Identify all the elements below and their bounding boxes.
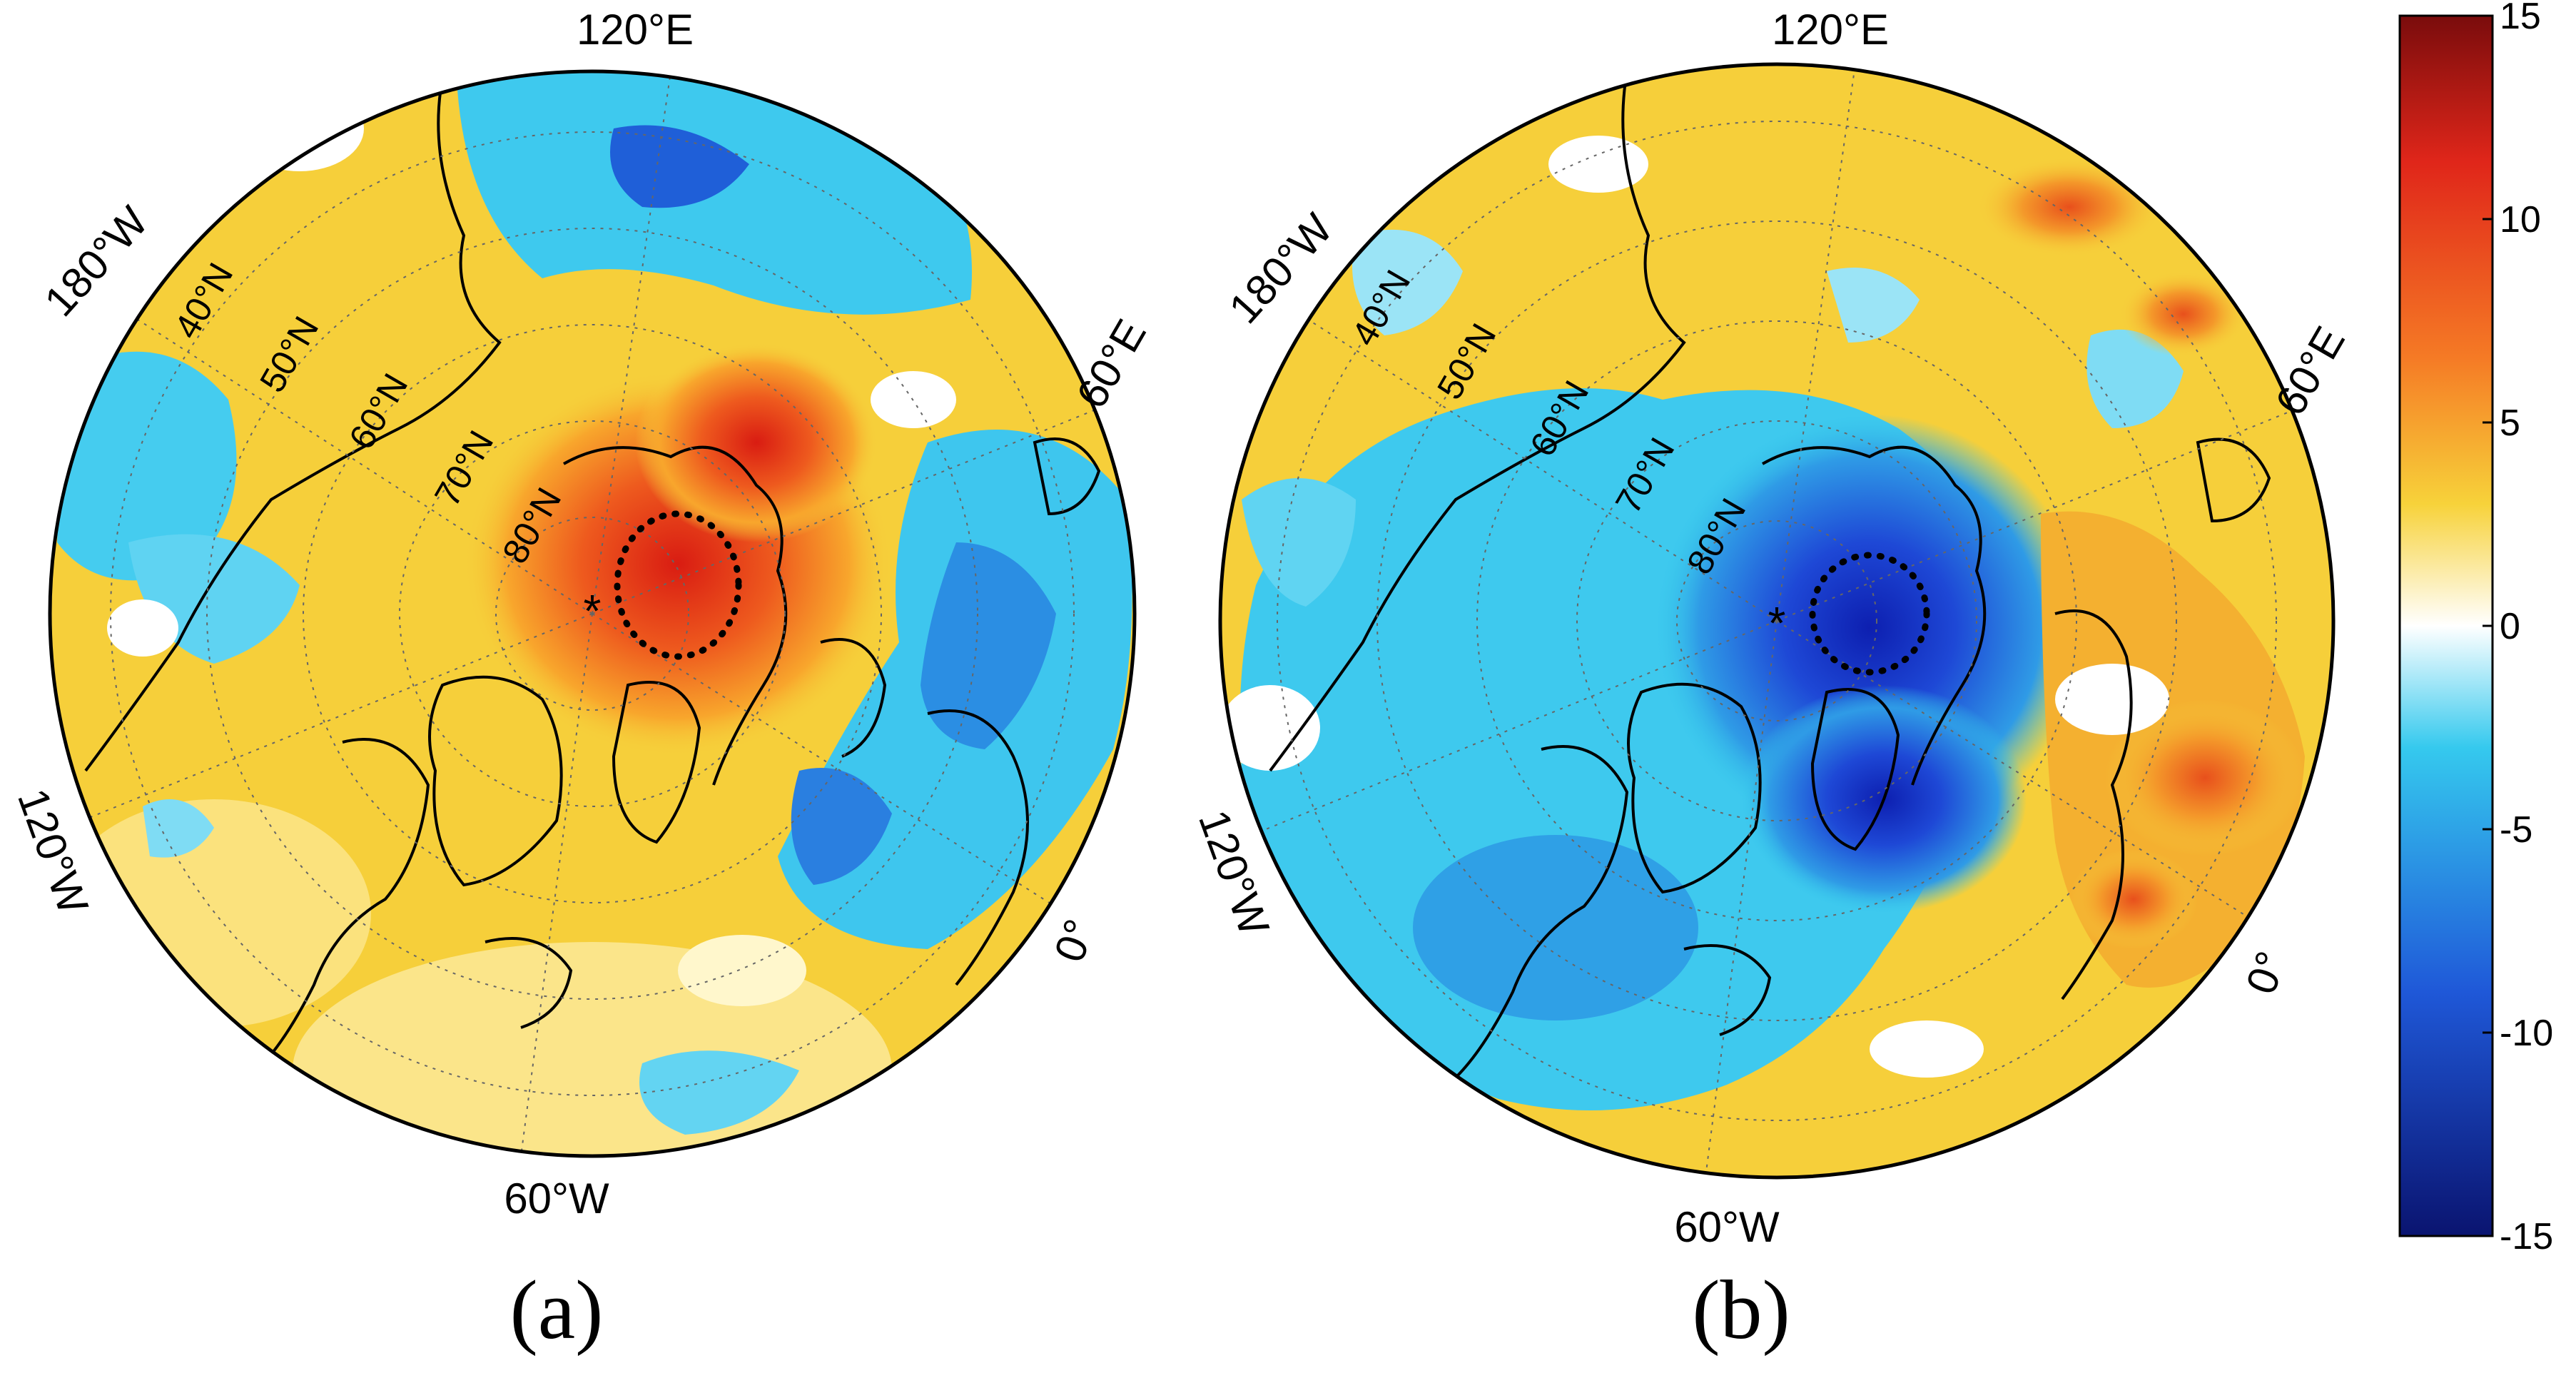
panel-a-lon-bottom: 60°W: [504, 1175, 609, 1222]
panel-a-label: (a): [510, 1263, 604, 1357]
colorbar-tick-label: -10: [2500, 1013, 2553, 1054]
panel-a-dotted-ellipse: [614, 510, 742, 660]
panel-b-lon-upper-right: 60°E: [2266, 318, 2354, 423]
panel-a-coastlines: [84, 78, 1101, 1072]
panel-b-coastlines: [1269, 71, 2271, 1079]
panel-b-dotted-ellipse: [1809, 552, 1930, 676]
panel-a-lon-upper-right: 60°E: [1068, 311, 1155, 416]
panel-a-pole-marker: *: [584, 585, 602, 637]
panel-b-lon-bottom: 60°W: [1674, 1203, 1780, 1251]
colorbar-tick-label: -5: [2500, 809, 2532, 851]
panel-b-lon-right: 0°: [2236, 946, 2296, 1000]
panel-a-lon-top: 120°E: [577, 6, 694, 54]
panel-b: * 120°E 180°W 60°E 120°W 60°W 0° 40°N 50…: [1190, 6, 2354, 1357]
colorbar-tick-label: 5: [2500, 402, 2520, 444]
panel-b-pole-marker: *: [1768, 597, 1786, 649]
panel-b-lon-top: 120°E: [1772, 6, 1889, 54]
panel-b-map-field: [1220, 64, 2333, 1177]
colorbar-tick-label: 10: [2500, 199, 2541, 240]
colorbar-ticks: 15 10 5 0 -5 -10 -15: [2483, 0, 2553, 1257]
panel-a-lon-upper-left: 180°W: [35, 197, 157, 325]
panel-a-map-field: [50, 71, 1135, 1156]
panel-b-map-border: [1218, 62, 2336, 1180]
panel-a-map-border: [48, 69, 1137, 1158]
panel-b-graticule: [1234, 64, 2320, 1177]
panel-b-label: (b): [1692, 1263, 1790, 1357]
colorbar-tick-label: 15: [2500, 0, 2541, 37]
panel-a: * 120°E 180°W 60°E 120°W 60°W 0° 40°N 50…: [9, 6, 1155, 1357]
colorbar-tick-label: -15: [2500, 1216, 2553, 1257]
colorbar: 15 10 5 0 -5 -10 -15: [2398, 0, 2553, 1257]
colorbar-gradient: [2398, 14, 2494, 1237]
panel-a-lon-right: 0°: [1045, 913, 1104, 968]
panel-a-graticule: [64, 71, 1121, 1156]
panel-a-cool-region-left: [57, 351, 237, 581]
colorbar-tick-label: 0: [2500, 606, 2520, 647]
